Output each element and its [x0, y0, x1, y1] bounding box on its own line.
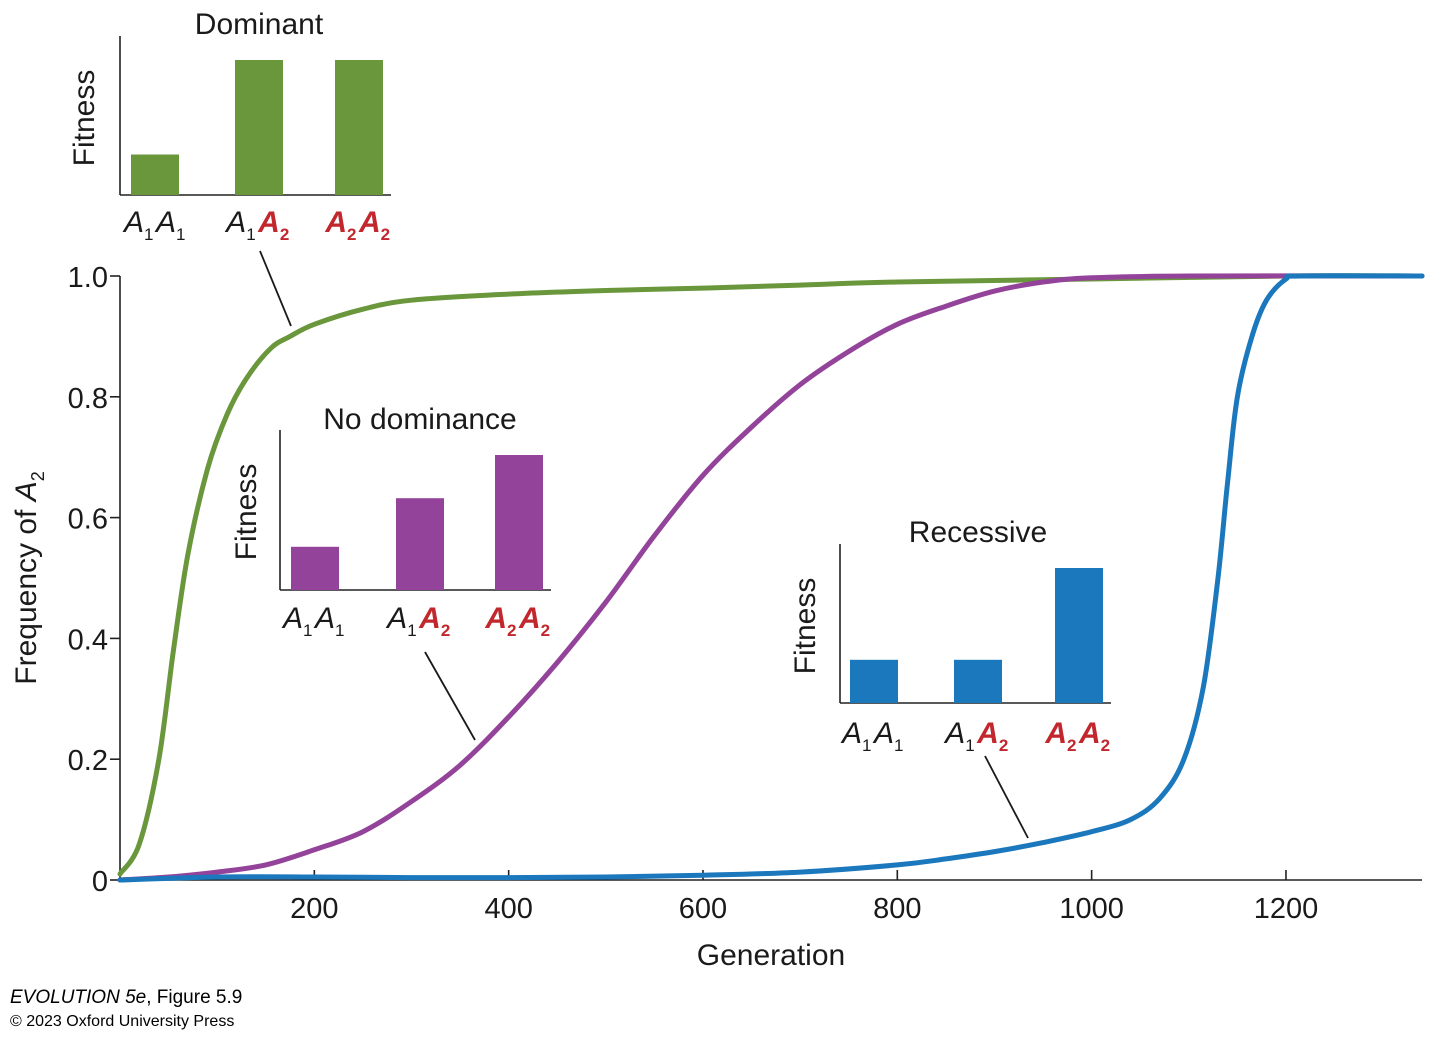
no-dominance-inset-ylabel: Fitness [230, 464, 263, 561]
dominant-inset-title: Dominant [195, 8, 324, 41]
no-dominance-inset: No dominance Fitness A1 A1 A1 A2 A2 A2 [230, 403, 552, 741]
fitness-bar-a1a2 [954, 659, 1002, 703]
genotype-label-a1a1: A1 A1 [281, 602, 347, 640]
x-tick-label: 1000 [1059, 893, 1124, 925]
figure-number: , Figure 5.9 [146, 987, 243, 1008]
dominant-inset: Dominant Fitness A1 A1 A1 A2 A2 A2 [68, 8, 392, 327]
fitness-bar-a1a2 [235, 60, 283, 195]
series-layer [117, 273, 1425, 883]
y-tick-label: 0.2 [68, 745, 108, 777]
main-axes: 0 0.2 0.4 0.6 0.8 1.0 200 400 600 800 1000 1200 Gene… [10, 262, 1422, 972]
inset-layer: Dominant Fitness A1 A1 A1 A2 A2 A2 No domi… [68, 8, 1112, 839]
genotype-label-a1a2: A1 A2 [385, 602, 453, 640]
dominant-curve [117, 273, 1425, 877]
genotype-label-a1a1: A1 A1 [840, 717, 906, 755]
fitness-bar-a2a2 [495, 455, 543, 590]
x-axis-title: Generation [697, 939, 845, 972]
genotype-label-a1a2: A1 A2 [943, 717, 1011, 755]
y-tick-label: 0 [92, 866, 108, 898]
genotype-label-a2a2: A2 A2 [324, 206, 392, 244]
x-tick-label: 800 [873, 893, 921, 925]
y-tick-label: 0.8 [68, 383, 108, 415]
fitness-bar-a1a1 [850, 659, 898, 703]
y-tick-label: 0.6 [68, 504, 108, 536]
copyright: © 2023 Oxford University Press [10, 1013, 235, 1030]
x-tick-label: 1200 [1254, 893, 1319, 925]
x-tick-label: 200 [290, 893, 338, 925]
recessive-curve [117, 273, 1425, 883]
fitness-bar-a1a2 [396, 498, 444, 590]
no-dominance-curve [117, 273, 1425, 883]
book-title: EVOLUTION 5e [10, 987, 147, 1008]
recessive-inset-title: Recessive [909, 516, 1047, 549]
genotype-label-a1a1: A1 A1 [122, 206, 188, 244]
fitness-bar-a1a1 [131, 154, 179, 195]
fitness-bar-a2a2 [335, 60, 383, 195]
no-dominance-leader-line [424, 651, 476, 741]
dominant-inset-ylabel: Fitness [68, 70, 101, 167]
recessive-inset: Recessive Fitness A1 A1 A1 A2 A2 A2 [789, 516, 1112, 839]
dominant-leader-line [259, 250, 292, 327]
recessive-inset-ylabel: Fitness [789, 578, 822, 675]
figure-credit: EVOLUTION 5e, Figure 5.9 [10, 987, 242, 1009]
x-tick-label: 400 [484, 893, 532, 925]
y-tick-label: 1.0 [68, 262, 108, 294]
y-tick-label: 0.4 [68, 624, 108, 656]
y-axis-title: Frequency of A2 [10, 471, 48, 684]
no-dominance-inset-title: No dominance [323, 403, 516, 436]
recessive-leader-line [984, 755, 1029, 839]
genotype-label-a2a2: A2 A2 [1044, 717, 1112, 755]
x-tick-label: 600 [679, 893, 727, 925]
genotype-label-a1a2: A1 A2 [224, 206, 292, 244]
fitness-bar-a1a1 [291, 546, 339, 590]
genotype-label-a2a2: A2 A2 [484, 602, 552, 640]
fitness-bar-a2a2 [1055, 568, 1103, 703]
